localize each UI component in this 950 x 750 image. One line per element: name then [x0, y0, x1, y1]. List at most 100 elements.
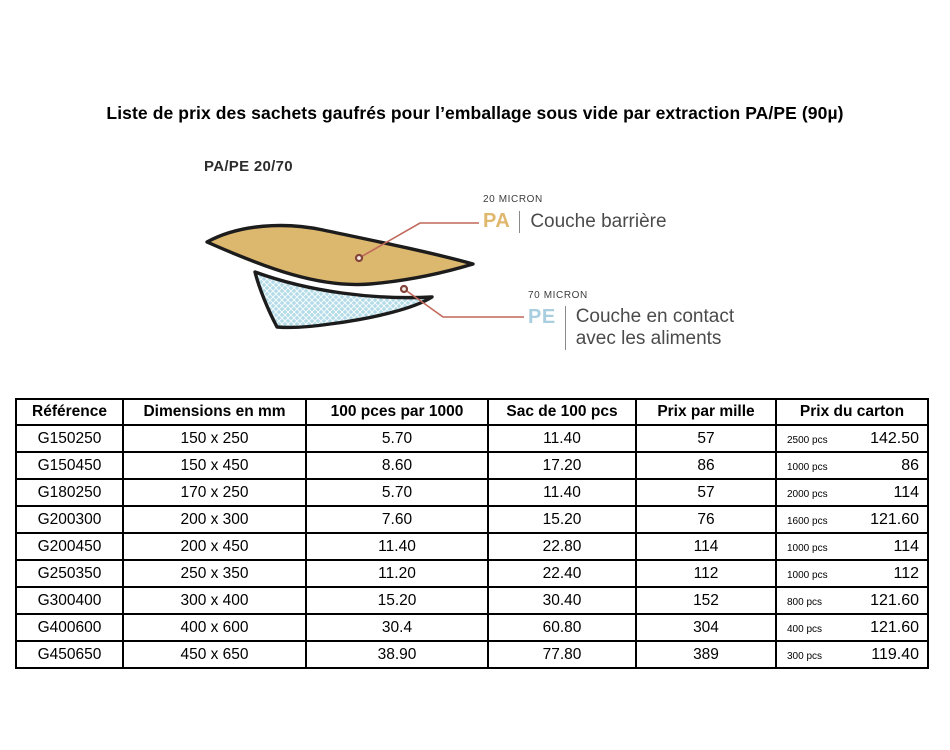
col-header-reference: Référence — [15, 398, 124, 426]
pa-layer-outline — [205, 223, 475, 287]
cell-prix-mille: 57 — [635, 478, 777, 507]
cell-dimensions: 250 x 350 — [122, 559, 307, 588]
col-header-sac100: Sac de 100 pcs — [487, 398, 637, 426]
table-row: G450650 450 x 650 38.90 77.80 389 300 pc… — [15, 640, 929, 669]
pe-description-line1: Couche en contact — [575, 306, 735, 327]
cell-reference: G150450 — [15, 451, 124, 480]
carton-price: 114 — [893, 537, 919, 555]
pe-layer-shape — [253, 270, 434, 330]
table-row: G400600 400 x 600 30.4 60.80 304 400 pcs… — [15, 613, 929, 642]
cell-prix-mille: 86 — [635, 451, 777, 480]
cell-prix-mille: 57 — [635, 424, 777, 453]
carton-cell-content: 2500 pcs 142.50 — [778, 429, 926, 448]
carton-quantity: 1000 pcs — [787, 461, 828, 473]
cell-reference: G400600 — [15, 613, 124, 642]
price-table-body: G150250 150 x 250 5.70 11.40 57 2500 pcs… — [15, 424, 929, 669]
cell-dimensions: 450 x 650 — [122, 640, 307, 669]
cell-price-per-100: 8.60 — [305, 451, 489, 480]
cell-prix-carton: 1000 pcs 86 — [775, 451, 929, 480]
cell-dimensions: 150 x 250 — [122, 424, 307, 453]
carton-quantity: 400 pcs — [787, 623, 823, 635]
cell-dimensions: 150 x 450 — [122, 451, 307, 480]
cell-prix-mille: 389 — [635, 640, 777, 669]
pa-description: Couche barrière — [519, 210, 667, 233]
table-row: G150250 150 x 250 5.70 11.40 57 2500 pcs… — [15, 424, 929, 453]
carton-quantity: 2000 pcs — [787, 488, 828, 500]
cell-sac-100: 17.20 — [487, 451, 637, 480]
price-table: Référence Dimensions en mm 100 pces par … — [15, 398, 929, 669]
cell-prix-carton: 400 pcs 121.60 — [775, 613, 929, 642]
cell-sac-100: 11.40 — [487, 424, 637, 453]
carton-price: 119.40 — [871, 645, 919, 663]
carton-price: 121.60 — [870, 510, 919, 528]
col-header-prix-carton: Prix du carton — [775, 398, 929, 426]
cell-reference: G450650 — [15, 640, 124, 669]
cell-price-per-100: 11.20 — [305, 559, 489, 588]
cell-price-per-100: 7.60 — [305, 505, 489, 534]
table-row: G300400 300 x 400 15.20 30.40 152 800 pc… — [15, 586, 929, 615]
cell-prix-carton: 2000 pcs 114 — [775, 478, 929, 507]
pa-abbreviation: PA — [483, 210, 511, 232]
cell-price-per-100: 5.70 — [305, 424, 489, 453]
cell-dimensions: 400 x 600 — [122, 613, 307, 642]
pe-description: Couche en contact avec les aliments — [564, 306, 735, 350]
cell-sac-100: 60.80 — [487, 613, 637, 642]
cell-sac-100: 77.80 — [487, 640, 637, 669]
table-row: G200300 200 x 300 7.60 15.20 76 1600 pcs… — [15, 505, 929, 534]
cell-reference: G200300 — [15, 505, 124, 534]
pe-leader-dot — [399, 284, 409, 294]
page-title: Liste de prix des sachets gaufrés pour l… — [106, 103, 844, 123]
cell-prix-carton: 300 pcs 119.40 — [775, 640, 929, 669]
carton-price: 142.50 — [870, 429, 919, 447]
cell-price-per-100: 15.20 — [305, 586, 489, 615]
cell-price-per-100: 38.90 — [305, 640, 489, 669]
pa-micron-label: 20 MICRON — [483, 194, 543, 205]
carton-quantity: 1000 pcs — [787, 569, 828, 581]
carton-price: 112 — [893, 564, 919, 582]
carton-price: 86 — [901, 456, 919, 474]
cell-dimensions: 200 x 450 — [122, 532, 307, 561]
carton-cell-content: 1000 pcs 112 — [778, 564, 926, 583]
carton-cell-content: 1000 pcs 86 — [778, 456, 926, 475]
carton-price: 114 — [893, 483, 919, 501]
cell-price-per-100: 11.40 — [305, 532, 489, 561]
cell-prix-mille: 112 — [635, 559, 777, 588]
carton-cell-content: 1000 pcs 114 — [778, 537, 926, 556]
col-header-prix-mille: Prix par mille — [635, 398, 777, 426]
table-header-row: Référence Dimensions en mm 100 pces par … — [15, 398, 929, 426]
pe-layer-label: PE Couche en contact avec les aliments — [528, 306, 734, 350]
carton-price: 121.60 — [870, 591, 919, 609]
cell-reference: G200450 — [15, 532, 124, 561]
carton-cell-content: 300 pcs 119.40 — [778, 645, 926, 664]
cell-sac-100: 30.40 — [487, 586, 637, 615]
pa-layer-shape — [207, 225, 473, 285]
carton-quantity: 800 pcs — [787, 596, 823, 608]
cell-dimensions: 170 x 250 — [122, 478, 307, 507]
cell-price-per-100: 5.70 — [305, 478, 489, 507]
table-row: G250350 250 x 350 11.20 22.40 112 1000 p… — [15, 559, 929, 588]
cell-prix-carton: 1000 pcs 112 — [775, 559, 929, 588]
pe-abbreviation: PE — [528, 306, 556, 328]
cell-reference: G250350 — [15, 559, 124, 588]
cell-reference: G180250 — [15, 478, 124, 507]
cell-dimensions: 200 x 300 — [122, 505, 307, 534]
carton-cell-content: 1600 pcs 121.60 — [778, 510, 926, 529]
cell-prix-mille: 114 — [635, 532, 777, 561]
cell-dimensions: 300 x 400 — [122, 586, 307, 615]
cell-prix-mille: 304 — [635, 613, 777, 642]
cell-prix-carton: 1000 pcs 114 — [775, 532, 929, 561]
cell-reference: G150250 — [15, 424, 124, 453]
cell-price-per-100: 30.4 — [305, 613, 489, 642]
cell-sac-100: 15.20 — [487, 505, 637, 534]
carton-quantity: 300 pcs — [787, 650, 823, 662]
pe-leader-line — [403, 288, 524, 318]
carton-cell-content: 800 pcs 121.60 — [778, 591, 926, 610]
pe-micron-label: 70 MICRON — [528, 290, 588, 301]
pa-leader-line — [358, 222, 479, 259]
carton-price: 121.60 — [870, 618, 919, 636]
carton-quantity: 1000 pcs — [787, 542, 828, 554]
table-row: G180250 170 x 250 5.70 11.40 57 2000 pcs… — [15, 478, 929, 507]
cell-prix-mille: 76 — [635, 505, 777, 534]
cell-prix-carton: 1600 pcs 121.60 — [775, 505, 929, 534]
